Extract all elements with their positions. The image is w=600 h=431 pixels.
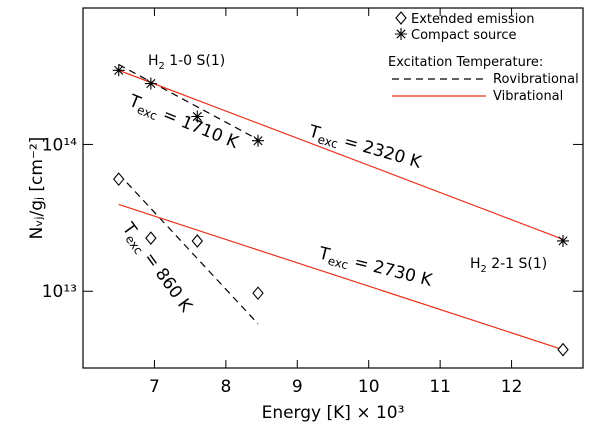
legend-label: Extended emission [411, 12, 535, 27]
plot-frame [82, 7, 584, 369]
data-point [557, 342, 569, 357]
data-point [112, 64, 125, 77]
y-tick-label: 10¹³ [42, 282, 77, 302]
data-point [252, 134, 264, 147]
y-tick-label: 10¹⁴ [42, 135, 77, 155]
annotation: Texc = 2730 K [315, 243, 434, 293]
annotation: H2 1-0 S(1) [148, 53, 225, 72]
legend-label: Rovibrational [493, 72, 579, 87]
x-tick-label: 10 [358, 377, 380, 397]
annotation-text: 1-0 S(1) [165, 53, 225, 69]
annotation-subscript: 2 [481, 264, 487, 275]
x-tick-label: 12 [501, 377, 523, 397]
legend-title: Excitation Temperature: [388, 55, 543, 70]
data-point [191, 234, 204, 248]
data-point [252, 286, 264, 301]
annotation-text: 2-1 S(1) [487, 256, 547, 272]
annotation-text: = 2320 K [336, 130, 424, 173]
x-tick-label: 9 [292, 377, 303, 397]
annotation-text: H [148, 53, 159, 69]
legend-label: Vibrational [493, 89, 563, 104]
data-point [145, 231, 157, 245]
y-axis-label: Nᵥⱼ/gⱼ [cm⁻²] [27, 137, 47, 240]
x-axis-label: Energy [K] × 10³ [262, 403, 405, 423]
annotation-text: = 860 K [136, 244, 196, 316]
legend-symbol [395, 11, 407, 25]
annotation: Texc = 1710 K [124, 91, 241, 155]
fit-line [118, 64, 259, 325]
x-tick-label: 8 [220, 377, 231, 397]
annotation-text: H [470, 256, 481, 272]
legend-label: Compact source [411, 28, 516, 43]
x-tick-label: 11 [429, 377, 451, 397]
legend-symbol [395, 28, 407, 40]
annotation-subscript: 2 [159, 61, 165, 72]
data-point [144, 77, 157, 90]
annotation-text: = 2730 K [347, 251, 435, 291]
annotation-text: T [316, 243, 332, 265]
annotation: H2 2-1 S(1) [470, 256, 547, 275]
data-point [112, 172, 125, 187]
data-point [557, 234, 569, 247]
data-point [191, 110, 204, 123]
annotation-subscript: exc [316, 132, 340, 151]
x-tick-label: 7 [149, 377, 160, 397]
fit-line [118, 69, 564, 351]
annotation-subscript: exc [326, 254, 349, 273]
annotation-text: = 1710 K [155, 103, 242, 154]
annotation: Texc = 860 K [116, 218, 197, 317]
